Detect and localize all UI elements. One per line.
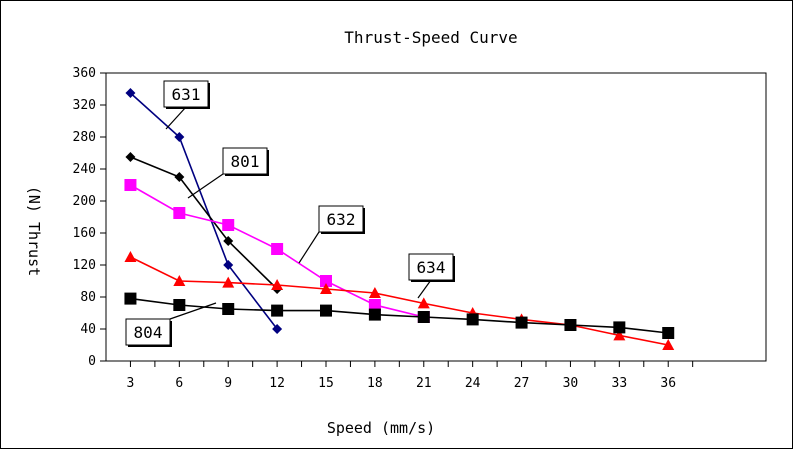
- data-point: [124, 179, 137, 191]
- x-tick-label: 36: [660, 376, 676, 391]
- series-line-631: [129, 92, 278, 330]
- callout-801: 801: [187, 147, 269, 199]
- x-tick-label: 9: [224, 376, 232, 391]
- data-point: [662, 339, 675, 350]
- chart-title: Thrust-Speed Curve: [344, 28, 517, 47]
- data-point: [222, 276, 235, 288]
- data-point: [125, 152, 136, 162]
- plot-border: [105, 72, 767, 362]
- data-point: [271, 279, 284, 290]
- callout-box: [408, 253, 454, 281]
- y-tick-label: 120: [73, 258, 96, 273]
- callout-leader: [165, 106, 187, 130]
- y-tick-label: 80: [80, 290, 96, 305]
- series-line-804: [130, 297, 669, 334]
- callout-632: 632: [298, 205, 365, 264]
- data-point: [320, 283, 332, 294]
- series-631: [125, 88, 283, 334]
- data-point: [223, 236, 234, 246]
- callout-leader: [187, 173, 224, 199]
- data-point: [662, 327, 675, 339]
- x-tick-label: 15: [318, 376, 334, 391]
- x-tick-label: 33: [612, 376, 628, 391]
- data-point: [124, 251, 137, 262]
- data-point: [613, 329, 626, 341]
- data-point: [417, 297, 430, 309]
- series-632: [124, 179, 430, 323]
- data-point: [174, 172, 185, 182]
- callout-label: 804: [134, 323, 163, 342]
- callout-634: 634: [408, 253, 455, 299]
- callout-leader: [169, 302, 217, 320]
- data-point: [173, 275, 186, 286]
- series-line-801: [130, 156, 278, 290]
- data-point: [173, 299, 186, 311]
- callout-box: [318, 205, 364, 233]
- x-tick-label: 27: [514, 376, 530, 391]
- data-point: [271, 243, 284, 255]
- y-axis-label: (N) Thrust: [25, 186, 43, 276]
- x-tick-label: 18: [367, 376, 383, 391]
- series-line-634: [130, 256, 669, 346]
- x-tick-label: 24: [465, 376, 481, 391]
- data-point: [174, 132, 185, 142]
- data-point: [368, 308, 381, 321]
- data-point: [222, 303, 235, 315]
- y-tick-label: 40: [80, 322, 96, 337]
- data-point: [417, 311, 430, 323]
- callout-leader: [298, 231, 320, 264]
- callout-box: [163, 80, 209, 108]
- data-point: [125, 88, 136, 98]
- callout-box: [222, 147, 268, 175]
- x-tick-label: 30: [563, 376, 579, 391]
- x-tick-label: 3: [127, 376, 135, 391]
- callout-label: 631: [172, 85, 201, 104]
- data-point: [466, 313, 479, 326]
- y-tick-label: 240: [73, 162, 96, 177]
- x-tick-label: 6: [175, 376, 183, 391]
- callout-804: 804: [125, 302, 217, 347]
- data-point: [613, 321, 626, 334]
- data-point: [223, 260, 234, 270]
- data-point: [271, 304, 284, 317]
- series-634: [124, 251, 675, 350]
- y-tick-label: 360: [73, 66, 96, 81]
- data-point: [320, 275, 332, 287]
- series-801: [125, 152, 283, 294]
- x-tick-label: 12: [269, 376, 285, 391]
- y-tick-label: 320: [73, 98, 96, 113]
- data-point: [368, 287, 381, 298]
- x-axis-label: Speed (mm/s): [327, 419, 435, 437]
- series-804: [124, 292, 675, 339]
- callout-leader: [417, 279, 432, 299]
- data-point: [515, 316, 528, 329]
- data-point: [564, 319, 577, 331]
- data-point: [124, 292, 137, 305]
- callout-label: 632: [327, 210, 356, 229]
- y-tick-label: 0: [88, 354, 96, 369]
- data-point: [222, 219, 235, 231]
- y-tick-label: 280: [73, 130, 96, 145]
- y-tick-label: 200: [73, 194, 96, 209]
- callout-label: 634: [417, 258, 446, 277]
- data-point: [368, 299, 381, 311]
- data-point: [320, 304, 332, 317]
- y-tick-label: 160: [73, 226, 96, 241]
- x-tick-label: 21: [416, 376, 432, 391]
- callout-label: 801: [231, 152, 260, 171]
- callout-631: 631: [163, 80, 210, 130]
- data-point: [272, 324, 283, 334]
- data-point: [173, 207, 186, 219]
- callout-box: [125, 318, 171, 346]
